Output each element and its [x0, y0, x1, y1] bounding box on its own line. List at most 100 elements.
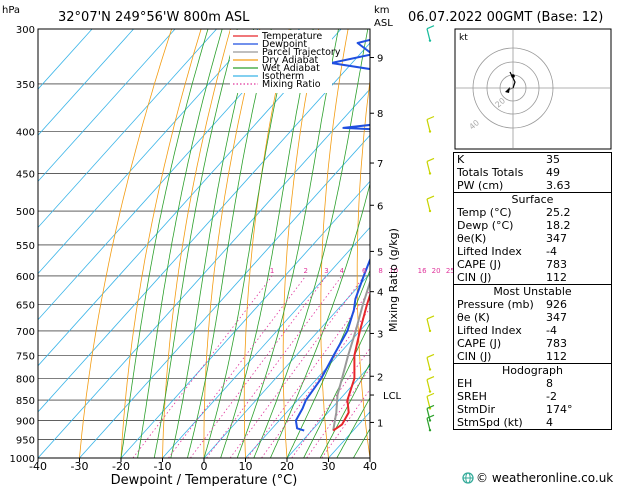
mixing-ratio-label: 3 [324, 267, 328, 275]
mu-li-value: -4 [546, 324, 557, 337]
legend-label: Mixing Ratio [262, 79, 321, 90]
mixing-ratio-label: 25 [446, 267, 455, 275]
pressure-tick-label: 600 [16, 272, 35, 283]
dry-adiabat-line [427, 29, 453, 458]
wind-barb [426, 353, 435, 371]
x-tick-label: 40 [363, 460, 377, 473]
plot-frame [37, 28, 371, 459]
stmspd-value: 4 [546, 416, 553, 429]
pressure-tick-label: 400 [16, 128, 35, 139]
surface-dewp-value: 18.2 [546, 219, 571, 232]
wet-adiabat-line [253, 29, 369, 458]
x-tick-label: -20 [112, 460, 130, 473]
dry-adiabat-line [356, 77, 370, 458]
km-tick-label: 6 [377, 201, 383, 212]
mixing-ratio-label: 2 [303, 267, 307, 275]
x-tick-label: 0 [201, 460, 208, 473]
surface-box: Surface Temp (°C) 25.2 Dewp (°C) 18.2 θe(K… [453, 192, 612, 284]
legend-box [230, 30, 332, 93]
legend-label: Parcel Trajectory [262, 47, 341, 58]
isotherm-line [38, 29, 300, 321]
temperature-series [332, 291, 370, 432]
mu-cape-label: CAPE (J) [457, 337, 502, 350]
eh-label: EH [457, 377, 473, 390]
surface-dewp-label: Dewp (°C) [457, 219, 514, 232]
wet-adiabat-line [153, 29, 238, 458]
wet-adiabat-line [286, 269, 370, 458]
x-tick-label: -30 [71, 460, 89, 473]
isotherm-line [38, 29, 217, 229]
wind-barb [426, 315, 435, 333]
isotherm-line [38, 88, 370, 458]
pressure-tick-label: 500 [16, 207, 35, 218]
dry-adiabat-line [320, 29, 349, 458]
mu-cin-label: CIN (J) [457, 350, 492, 363]
pressure-tick-label: 450 [16, 170, 35, 181]
sreh-label: SREH [457, 390, 487, 403]
wind-barb [426, 115, 435, 133]
km-label: km [374, 5, 390, 16]
lcl-label: LCL [383, 391, 402, 402]
datetime-title: 06.07.2022 00GMT (Base: 12) [408, 10, 603, 25]
k-index-value: 35 [546, 153, 560, 166]
surface-title: Surface [511, 193, 554, 206]
totals-value: 49 [546, 166, 560, 179]
mixing-ratio-axis-label: Mixing Ratio (g/kg) [387, 228, 400, 332]
mu-pres-label: Pressure (mb) [457, 298, 534, 311]
km-tick-label: 9 [377, 54, 383, 65]
dry-adiabat-line [79, 29, 172, 458]
hodograph-title: Hodograph [502, 364, 563, 377]
pressure-tick-label: 800 [16, 375, 35, 386]
pressure-tick-label: 850 [16, 396, 35, 407]
wind-barb [426, 376, 435, 393]
stmdir-label: StmDir [457, 403, 496, 416]
k-index-label: K [457, 153, 465, 166]
surface-cin-label: CIN (J) [457, 271, 492, 284]
surface-li-label: Lifted Index [457, 245, 522, 258]
legend-label: Dewpoint [262, 39, 307, 50]
parcel-trajectory-series [332, 278, 370, 431]
isotherm-line [203, 272, 370, 458]
isotherm-line [79, 134, 370, 458]
mu-cape-value: 783 [546, 337, 567, 350]
pw-value: 3.63 [546, 179, 571, 192]
legend-label: Wet Adiabat [262, 63, 320, 74]
pressure-tick-label: 350 [16, 80, 35, 91]
surface-temp-value: 25.2 [546, 206, 571, 219]
dewpoint-series [294, 29, 370, 432]
surface-cape-value: 783 [546, 258, 567, 271]
wet-adiabat-line [203, 29, 292, 458]
pressure-tick-label: 700 [16, 327, 35, 338]
dry-adiabat-line [162, 29, 231, 458]
mixing-ratio-label: 10 [389, 267, 398, 275]
totals-label: Totals Totals [457, 166, 524, 179]
pressure-tick-label: 550 [16, 241, 35, 252]
surface-temp-label: Temp (°C) [457, 206, 512, 219]
mu-li-label: Lifted Index [457, 324, 522, 337]
hpa-label: hPa [2, 5, 20, 16]
mixing-ratio-label: 8 [378, 267, 382, 275]
wind-barb [426, 195, 435, 213]
mixing-ratio-label: 16 [418, 267, 427, 275]
hodograph-kt-label: kt [459, 33, 468, 43]
wind-barb [426, 414, 435, 432]
x-axis-label: Dewpoint / Temperature (°C) [111, 473, 298, 486]
mixing-ratio-label: 1 [270, 267, 274, 275]
sreh-value: -2 [546, 390, 557, 403]
wet-adiabat-line [236, 29, 339, 458]
surface-theta-value: 347 [546, 232, 567, 245]
mixing-ratio-line [190, 275, 327, 458]
wind-barb [426, 392, 435, 410]
mu-cin-value: 112 [546, 350, 567, 363]
x-tick-label: 20 [280, 460, 294, 473]
x-tick-label: 30 [322, 460, 336, 473]
unstable-box: Most Unstable Pressure (mb) 926 θe (K) 347… [453, 284, 612, 363]
km-tick-label: 3 [377, 329, 383, 340]
mu-pres-value: 926 [546, 298, 567, 311]
pw-label: PW (cm) [457, 179, 504, 192]
wet-adiabat-line [319, 362, 370, 458]
km-tick-label: 4 [377, 288, 383, 299]
dry-adiabat-line [203, 29, 261, 458]
mixing-ratio-line [168, 275, 307, 458]
km-tick-label: 1 [377, 418, 383, 429]
